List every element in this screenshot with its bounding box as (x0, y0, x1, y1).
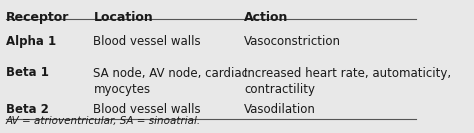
Text: Beta 1: Beta 1 (6, 66, 48, 80)
Text: Alpha 1: Alpha 1 (6, 35, 56, 48)
Text: Beta 2: Beta 2 (6, 103, 48, 116)
Text: Receptor: Receptor (6, 11, 69, 24)
Text: Increased heart rate, automaticity,
contractility: Increased heart rate, automaticity, cont… (244, 66, 451, 95)
Text: SA node, AV node, cardiac
myocytes: SA node, AV node, cardiac myocytes (93, 66, 248, 95)
Text: Blood vessel walls: Blood vessel walls (93, 35, 201, 48)
Text: Blood vessel walls: Blood vessel walls (93, 103, 201, 116)
Text: Vasoconstriction: Vasoconstriction (244, 35, 341, 48)
Text: Location: Location (93, 11, 153, 24)
Text: Vasodilation: Vasodilation (244, 103, 316, 116)
Text: Action: Action (244, 11, 288, 24)
Text: AV = atrioventricular, SA = sinoatrial.: AV = atrioventricular, SA = sinoatrial. (6, 116, 201, 126)
